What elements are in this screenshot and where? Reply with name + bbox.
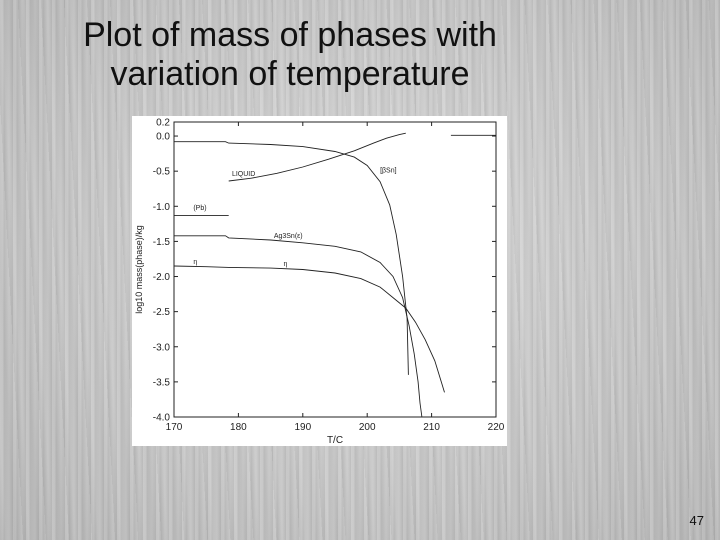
x-tick-label: 210 bbox=[423, 422, 440, 433]
series-annotation-0: LIQUID bbox=[232, 171, 255, 178]
y-tick-label: -3.0 bbox=[153, 342, 171, 353]
slide-title: Plot of mass of phases with variation of… bbox=[40, 16, 540, 94]
y-tick-label: -1.5 bbox=[153, 237, 171, 248]
series-line-0 bbox=[228, 132, 406, 182]
y-tick-label: -3.5 bbox=[153, 377, 171, 388]
y-tick-label: 0.2 bbox=[156, 118, 170, 129]
series-annotation-2: (Pb) bbox=[193, 205, 206, 212]
series-annotation-3: Ag3Sn(ε) bbox=[274, 233, 303, 240]
x-tick-label: 170 bbox=[166, 422, 183, 433]
x-tick-label: 180 bbox=[230, 422, 247, 433]
phase-mass-chart-svg: 170 180 190 200 210 220 0.2 0.0 -0.5 -1.0 -1.5 -2.0… bbox=[134, 118, 505, 447]
y-tick-label: -4.0 bbox=[153, 413, 171, 424]
x-tick-label: 200 bbox=[359, 422, 376, 433]
series-line-5 bbox=[173, 265, 445, 393]
series-annotation-5: η bbox=[283, 261, 287, 268]
y-tick-label: 0.0 bbox=[156, 132, 170, 143]
y-tick-label: -2.0 bbox=[153, 272, 171, 283]
series-line-1 bbox=[174, 141, 409, 375]
slide-title-line-2: variation of temperature bbox=[110, 55, 470, 93]
x-tick-label: 220 bbox=[488, 422, 505, 433]
plot-frame bbox=[173, 121, 497, 418]
y-tick-label: -2.5 bbox=[153, 307, 171, 318]
page-number: 47 bbox=[689, 513, 704, 528]
series-line-4 bbox=[174, 235, 423, 418]
y-tick-label: -0.5 bbox=[153, 167, 171, 178]
slide-title-line-1: Plot of mass of phases with bbox=[83, 16, 497, 54]
x-tick-label: 190 bbox=[294, 422, 311, 433]
y-tick-label: -1.0 bbox=[153, 202, 171, 213]
phase-mass-chart: 170 180 190 200 210 220 0.2 0.0 -0.5 -1.0 -1.5 -2.0… bbox=[132, 116, 507, 446]
x-axis-label: T/C bbox=[327, 435, 343, 446]
series-annotation-1: [βSn] bbox=[380, 168, 397, 175]
series-annotation-4: η bbox=[193, 259, 197, 266]
y-axis-label: log10 mass(phase)/kg bbox=[134, 225, 144, 314]
